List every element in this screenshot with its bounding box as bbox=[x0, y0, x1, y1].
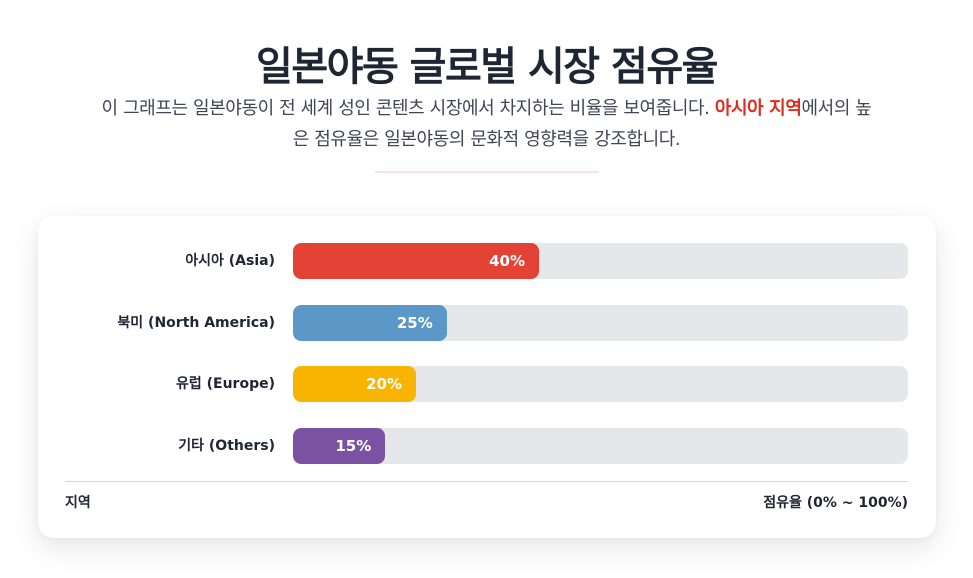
category-axis-title: 지역 bbox=[65, 495, 91, 511]
description: 이 그래프는 일본야동이 전 세계 성인 콘텐츠 시장에서 차지하는 비율을 보… bbox=[100, 93, 873, 155]
bar-track: 15% bbox=[293, 428, 908, 464]
bar-row: 기타 (Others) 15% bbox=[38, 428, 936, 464]
bar-track: 20% bbox=[293, 366, 908, 402]
bar-fill[interactable]: 25% bbox=[293, 305, 447, 341]
bar-row: 아시아 (Asia) 40% bbox=[38, 243, 936, 279]
description-text-1: 이 그래프는 일본야동이 전 세계 성인 콘텐츠 시장에서 차지하는 비율을 보… bbox=[101, 98, 715, 119]
bar-track: 25% bbox=[293, 305, 908, 341]
bar-value: 25% bbox=[396, 314, 433, 332]
page-title: 일본야동 글로벌 시장 점유율 bbox=[256, 44, 718, 90]
axis-line bbox=[65, 481, 908, 482]
bar-fill[interactable]: 40% bbox=[293, 243, 539, 279]
bar-label: 북미 (North America) bbox=[117, 315, 275, 331]
bar-track: 40% bbox=[293, 243, 908, 279]
value-axis-title: 점유율 (0% ~ 100%) bbox=[763, 495, 908, 511]
bar-row: 유럽 (Europe) 20% bbox=[38, 366, 936, 402]
bar-value: 20% bbox=[366, 375, 402, 393]
bar-label: 유럽 (Europe) bbox=[175, 376, 275, 392]
bar-label: 아시아 (Asia) bbox=[185, 253, 275, 269]
bar-fill[interactable]: 20% bbox=[293, 366, 416, 402]
chart-card: 아시아 (Asia) 40% 북미 (North America) 25% 유럽 (Eu… bbox=[38, 216, 936, 538]
bar-fill[interactable]: 15% bbox=[293, 428, 386, 464]
description-text-2: 에서의 높은 점유율은 일본야동의 문화적 영향력을 강조합니다. bbox=[292, 98, 872, 150]
title-divider bbox=[375, 171, 599, 173]
bar-label: 기타 (Others) bbox=[178, 438, 275, 454]
description-highlight: 아시아 지역 bbox=[714, 98, 802, 119]
bar-value: 15% bbox=[335, 437, 372, 455]
bar-row: 북미 (North America) 25% bbox=[38, 305, 936, 341]
bar-value: 40% bbox=[489, 252, 525, 270]
